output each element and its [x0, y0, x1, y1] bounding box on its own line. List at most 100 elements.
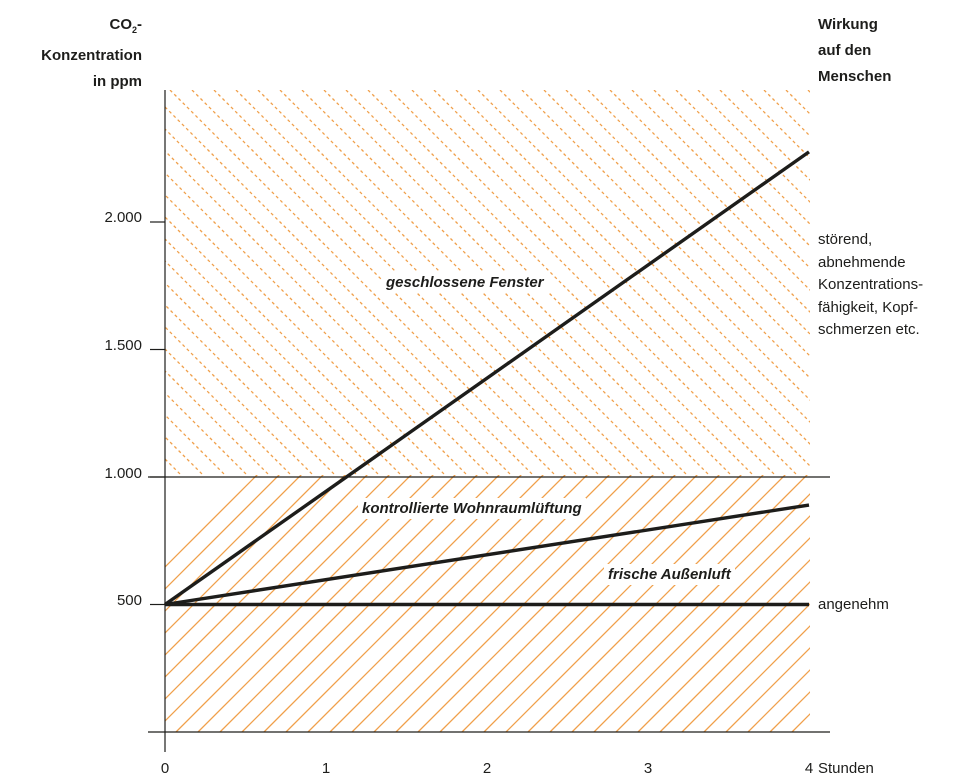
- hatch-stroke: [0, 90, 364, 777]
- hatch-stroke: [165, 304, 336, 475]
- x-axis-label: Stunden: [818, 760, 874, 777]
- series-label-closed-windows: geschlossene Fenster: [382, 272, 548, 293]
- y-tick-label: 500: [116, 592, 142, 609]
- hatch-stroke: [165, 392, 248, 475]
- effect-upper-line: fähigkeit, Kopf-: [818, 298, 919, 316]
- hatch-stroke: [0, 90, 342, 777]
- hatch-stroke: [565, 90, 810, 335]
- hatch-stroke: [165, 475, 390, 700]
- hatch-stroke: [257, 90, 644, 475]
- hatch-stroke: [637, 559, 810, 732]
- hatch-stroke: [301, 90, 688, 475]
- hatch-stroke: [175, 475, 434, 732]
- effect-heading-line: auf den: [818, 42, 872, 59]
- effect-heading: Wirkung auf den Menschen: [818, 12, 891, 90]
- hatch-stroke: [0, 90, 188, 777]
- hatch-stroke: [165, 475, 302, 612]
- hatch-stroke: [0, 90, 122, 777]
- hatch-stroke: [455, 90, 810, 445]
- hatch-stroke: [165, 475, 324, 634]
- series-label-fresh-air: frische Außenluft: [604, 564, 735, 585]
- hatch-stroke: [169, 90, 556, 475]
- hatch-stroke: [395, 475, 654, 732]
- hatch-stroke: [373, 475, 632, 732]
- hatch-stroke: [0, 90, 144, 777]
- axes: [148, 90, 830, 752]
- hatch-stroke: [345, 90, 732, 475]
- hatch-stroke: [814, 432, 954, 732]
- hatch-stroke: [477, 90, 810, 423]
- hatch-stroke: [521, 90, 810, 379]
- x-tick-label: 3: [643, 760, 653, 777]
- hatch-stroke: [213, 90, 600, 475]
- hatch-stroke: [719, 90, 810, 181]
- hatch-stroke: [785, 90, 810, 115]
- series-line-1: [164, 503, 810, 607]
- hatch-stroke: [433, 90, 810, 467]
- hatch-stroke: [946, 432, 954, 732]
- hatch-stroke: [0, 90, 210, 777]
- hatch-stroke: [165, 326, 314, 475]
- hatch-stroke: [902, 432, 954, 732]
- hatch-stroke: [747, 669, 810, 732]
- hatch-stroke: [918, 90, 954, 777]
- hatch-stroke: [0, 90, 474, 777]
- hatch-region-lower: [165, 432, 954, 732]
- series-label-ventilation: kontrollierte Wohnraumlüftung: [358, 498, 586, 519]
- hatch-stroke: [165, 414, 226, 475]
- hatch-stroke: [659, 581, 810, 732]
- effect-lower-text: angenehm: [818, 596, 889, 613]
- series-line-0: [164, 150, 810, 606]
- effect-upper-line: abnehmende: [818, 253, 906, 271]
- hatch-stroke: [0, 90, 386, 777]
- hatch-stroke: [165, 172, 468, 475]
- hatch-stroke: [323, 90, 710, 475]
- hatch-stroke: [165, 436, 204, 475]
- x-tick-label: 0: [160, 760, 170, 777]
- hatch-stroke: [836, 432, 954, 732]
- hatch-stroke: [241, 475, 500, 732]
- hatch-stroke: [653, 90, 810, 247]
- hatch-stroke: [609, 90, 810, 291]
- hatch-stroke: [0, 90, 100, 777]
- hatch-stroke: [235, 90, 622, 475]
- hatch-stroke: [741, 90, 810, 159]
- hatch-stroke: [439, 475, 698, 732]
- hatch-stroke: [924, 432, 954, 732]
- hatch-stroke: [411, 90, 798, 475]
- x-tick-label: 4: [804, 760, 814, 777]
- y-tick-label: 1.500: [104, 337, 142, 354]
- hatch-stroke: [165, 458, 182, 475]
- hatch-stroke: [165, 348, 292, 475]
- hatch-stroke: [165, 475, 258, 568]
- hatch-stroke: [165, 238, 402, 475]
- hatch-stroke: [389, 90, 776, 475]
- hatch-stroke: [858, 432, 954, 732]
- hatch-stroke: [197, 475, 456, 732]
- effect-upper-line: störend,: [818, 231, 873, 248]
- hatch-stroke: [165, 370, 270, 475]
- hatch-stroke: [587, 90, 810, 313]
- hatch-stroke: [165, 128, 512, 475]
- hatch-stroke: [0, 90, 254, 777]
- effect-upper-line: Konzentrations-: [818, 276, 924, 293]
- hatch-stroke: [940, 90, 954, 777]
- hatch-stroke: [165, 475, 368, 678]
- hatch-stroke: [0, 90, 232, 777]
- hatch-stroke: [0, 90, 408, 777]
- hatch-stroke: [725, 647, 810, 732]
- hatch-stroke: [703, 625, 810, 732]
- y-axis-label: CO2- Konzentration in ppm: [41, 16, 142, 90]
- hatch-stroke: [351, 475, 610, 732]
- y-tick-label: 2.000: [104, 209, 142, 226]
- hatch-stroke: [417, 475, 676, 732]
- hatch-stroke: [165, 475, 280, 590]
- hatch-stroke: [285, 475, 544, 732]
- y-tick-label: 1.000: [104, 465, 142, 482]
- hatch-stroke: [0, 90, 452, 777]
- hatch-stroke: [830, 90, 954, 777]
- hatch-stroke: [165, 282, 358, 475]
- effect-upper-text: störend, abnehmende Konzentrations- fähi…: [818, 229, 923, 342]
- hatch-stroke: [593, 515, 810, 732]
